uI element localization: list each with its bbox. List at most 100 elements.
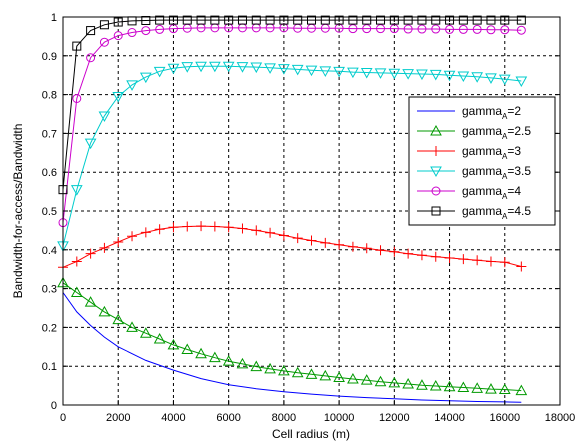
x-tick-label: 6000 — [216, 412, 240, 424]
data-point — [458, 15, 468, 25]
data-point — [333, 371, 345, 382]
data-point — [389, 24, 399, 34]
data-point — [457, 71, 470, 83]
data-point — [86, 53, 96, 63]
data-point — [278, 64, 290, 75]
data-point — [98, 111, 111, 122]
data-point — [445, 24, 455, 34]
data-point — [195, 347, 207, 359]
x-tick-label: 0 — [60, 412, 66, 424]
data-point — [471, 382, 484, 393]
y-tick-label: 0.5 — [42, 206, 57, 218]
legend-item: gammaA=4 — [417, 184, 521, 201]
data-point — [347, 372, 359, 384]
data-point — [113, 237, 124, 248]
data-point — [182, 221, 193, 232]
data-point — [209, 351, 221, 363]
data-point — [499, 257, 510, 268]
data-point — [210, 15, 220, 25]
legend-swatch-marker — [431, 186, 441, 196]
data-point — [416, 250, 427, 261]
legend-swatch-marker — [431, 206, 441, 216]
data-point — [72, 93, 82, 103]
x-tick-label: 2000 — [106, 412, 130, 424]
data-point — [485, 383, 497, 394]
data-point — [140, 227, 151, 238]
data-point — [416, 379, 428, 390]
data-point — [181, 62, 194, 73]
data-point — [347, 241, 358, 252]
series-layer — [57, 15, 528, 403]
data-point — [320, 15, 330, 25]
data-point — [251, 15, 261, 25]
data-point — [99, 37, 109, 47]
data-point — [265, 227, 276, 238]
series-line — [62, 282, 522, 392]
legend-swatch-marker — [430, 124, 442, 136]
series-1 — [62, 292, 522, 403]
data-point — [402, 69, 414, 80]
data-point — [126, 321, 138, 332]
series-2 — [57, 276, 528, 396]
data-point — [209, 61, 221, 73]
legend-swatch-marker — [430, 166, 442, 178]
data-point — [168, 15, 178, 25]
data-point — [155, 24, 165, 34]
data-point — [293, 15, 303, 25]
data-point — [516, 261, 527, 272]
data-point — [320, 237, 331, 248]
data-point — [457, 381, 470, 393]
data-point — [139, 72, 152, 84]
x-tick-label: 4000 — [161, 412, 185, 424]
data-point — [250, 62, 263, 74]
data-point — [402, 378, 414, 389]
data-point — [99, 20, 109, 30]
data-point — [305, 368, 318, 379]
data-point — [85, 248, 96, 259]
data-point — [417, 15, 427, 25]
data-point — [485, 256, 496, 267]
data-point — [486, 25, 496, 35]
data-point — [403, 248, 414, 259]
legend-label: gammaA=4.5 — [462, 204, 531, 221]
data-point — [84, 296, 97, 307]
data-point — [141, 26, 151, 36]
data-point — [500, 25, 510, 35]
data-point — [141, 15, 151, 25]
data-point — [319, 369, 332, 381]
data-point — [417, 24, 427, 34]
data-point — [472, 255, 483, 266]
data-point — [264, 362, 276, 374]
data-point — [307, 15, 316, 25]
data-point — [458, 24, 468, 34]
data-point — [237, 223, 248, 234]
data-point — [403, 15, 413, 25]
data-point — [306, 235, 317, 246]
legend-item: gammaA=4.5 — [417, 204, 531, 221]
y-tick-label: 1 — [51, 12, 57, 24]
data-point — [389, 246, 400, 257]
series-line — [62, 65, 522, 247]
data-point — [347, 67, 359, 79]
legend-item: gammaA=2 — [417, 104, 521, 121]
data-point — [472, 24, 482, 34]
data-point — [279, 15, 289, 25]
legend-item: gammaA=3.5 — [417, 164, 531, 181]
data-point — [167, 338, 180, 350]
data-point — [223, 222, 234, 233]
y-tick-label: 0.9 — [42, 51, 57, 63]
data-point — [72, 41, 82, 51]
legend-label: gammaA=3 — [462, 144, 521, 161]
data-point — [71, 256, 82, 267]
legend-box — [408, 96, 556, 226]
data-point — [443, 70, 456, 82]
y-tick-label: 0.4 — [42, 245, 57, 257]
data-point — [388, 68, 401, 80]
data-point — [515, 76, 528, 88]
x-tick-label: 10000 — [324, 412, 355, 424]
data-point — [361, 243, 372, 254]
data-point — [360, 67, 373, 79]
data-point — [443, 380, 456, 392]
data-point — [99, 242, 110, 253]
